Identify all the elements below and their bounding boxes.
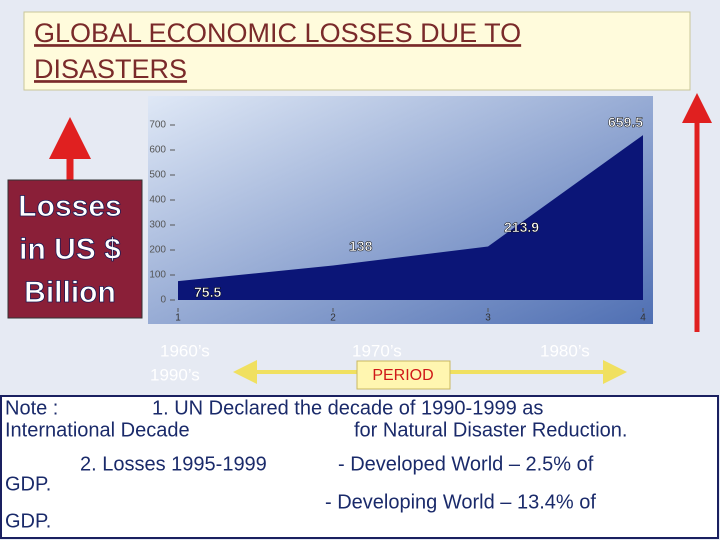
- note-text: International Decade: [5, 419, 190, 441]
- title-box: [23, 11, 691, 91]
- decade-label: 1990’s: [150, 365, 200, 384]
- y-tick-label: 600: [149, 145, 166, 156]
- area: [178, 135, 643, 300]
- decade-label: 1960’s: [160, 341, 210, 360]
- x-tick-label: 1: [175, 313, 181, 324]
- data-label: 138: [349, 238, 373, 254]
- title: GLOBAL ECONOMIC LOSSES DUE TO: [34, 18, 521, 48]
- x-tick-label: 2: [330, 313, 336, 324]
- note-text: Note :: [5, 397, 58, 419]
- y-label: Billion: [24, 276, 116, 309]
- note: Note : 1. UN Declared the decade of 1990…: [5, 397, 627, 532]
- y-tick-label: 100: [149, 270, 166, 281]
- y-label: Losses: [18, 190, 121, 223]
- y-tick-label: 400: [149, 195, 166, 206]
- note-text: for Natural Disaster Reduction.: [354, 419, 627, 441]
- decade-label: 1970’s: [352, 341, 402, 360]
- y-label: in US $: [19, 233, 121, 266]
- decade-label: 1980’s: [540, 341, 590, 360]
- x-tick-label: 3: [485, 313, 491, 324]
- y-tick-label: 700: [149, 120, 166, 131]
- data-label: 659.5: [608, 114, 643, 130]
- title: DISASTERS: [34, 54, 187, 84]
- note-text: GDP.: [5, 510, 51, 532]
- note-text: 2. Losses 1995-1999: [80, 453, 267, 475]
- y-tick-label: 0: [160, 295, 166, 306]
- note-text: - Developed World – 2.5% of: [338, 453, 594, 475]
- note-text: GDP.: [5, 473, 51, 495]
- note-text: 1. UN Declared the decade of 1990-1999 a…: [152, 397, 543, 419]
- y-tick-label: 200: [149, 245, 166, 256]
- y-tick-label: 500: [149, 170, 166, 181]
- note-text: - Developing World – 13.4% of: [325, 491, 596, 513]
- y-tick-label: 300: [149, 220, 166, 231]
- data-label: 213.9: [504, 219, 539, 235]
- period-label: PERIOD: [372, 367, 433, 384]
- period-box: [356, 360, 451, 390]
- note-box: [0, 395, 719, 539]
- data-label: 75.5: [194, 284, 221, 300]
- x-tick-label: 4: [640, 313, 646, 324]
- y-label-box: [7, 179, 143, 319]
